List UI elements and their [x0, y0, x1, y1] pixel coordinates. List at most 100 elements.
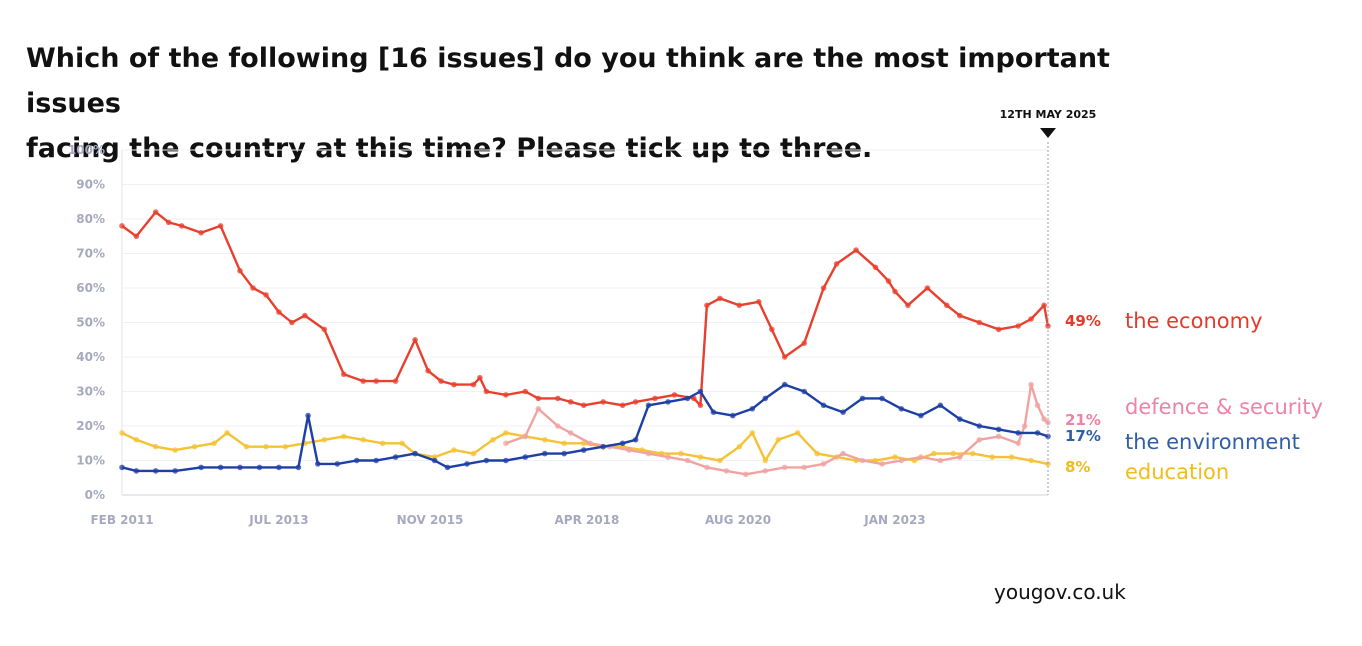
series-group — [119, 209, 1051, 478]
end-value-label: 17% — [1065, 427, 1101, 445]
data-point — [820, 461, 827, 467]
data-point — [840, 450, 846, 457]
data-point — [321, 326, 328, 333]
source-label: yougov.co.uk — [994, 580, 1126, 604]
data-point — [535, 395, 542, 402]
data-point — [464, 461, 470, 467]
x-tick-label: APR 2018 — [554, 513, 619, 527]
data-point — [645, 402, 652, 409]
data-point — [360, 437, 367, 443]
data-point — [490, 437, 496, 443]
data-point — [762, 457, 769, 464]
data-point — [243, 443, 250, 450]
data-point — [976, 319, 983, 326]
data-point — [295, 464, 302, 471]
y-tick-label: 100% — [68, 143, 105, 157]
y-tick-label: 10% — [76, 454, 105, 468]
data-point — [580, 447, 587, 453]
data-point — [1028, 457, 1034, 464]
data-point — [133, 468, 140, 474]
data-point — [736, 443, 743, 450]
data-point — [172, 468, 178, 474]
data-point — [820, 285, 827, 291]
data-point — [619, 402, 626, 409]
data-point — [1015, 440, 1021, 447]
data-point — [224, 430, 230, 436]
data-point — [1015, 430, 1021, 436]
data-point — [872, 264, 879, 271]
data-point — [438, 378, 444, 384]
data-point — [1021, 423, 1028, 429]
series-name-label: defence & security — [1125, 395, 1323, 419]
data-point — [600, 399, 606, 405]
data-point — [256, 464, 263, 471]
data-point — [957, 454, 963, 460]
data-point — [289, 319, 295, 326]
data-point — [801, 340, 807, 347]
data-point — [561, 450, 567, 457]
data-point — [237, 464, 243, 471]
date-marker: 12TH MAY 2025 — [1000, 108, 1096, 495]
data-point — [924, 285, 931, 291]
data-point — [859, 395, 866, 402]
data-point — [762, 395, 769, 402]
data-point — [305, 412, 311, 419]
series-line — [121, 210, 1050, 407]
data-point — [133, 437, 140, 443]
data-point — [918, 454, 924, 460]
y-tick-label: 80% — [76, 212, 105, 226]
data-point — [950, 450, 957, 457]
data-point — [373, 457, 380, 464]
data-point — [250, 285, 256, 291]
data-point — [833, 261, 840, 267]
data-point — [710, 409, 717, 416]
data-point — [217, 464, 224, 471]
data-point — [1045, 433, 1051, 440]
data-point — [503, 457, 509, 464]
data-point — [503, 392, 509, 398]
x-tick-label: JUL 2013 — [248, 513, 308, 527]
data-point — [1034, 402, 1041, 409]
data-point — [775, 437, 781, 443]
y-tick-label: 60% — [76, 281, 105, 295]
data-point — [879, 461, 885, 467]
data-point — [885, 278, 892, 284]
x-tick-label: NOV 2015 — [397, 513, 464, 527]
y-axis: 0% 10% 20% 30% 40% 50% 60% 70% 80% 90% 100% — [68, 143, 123, 502]
data-point — [697, 402, 704, 409]
data-point — [697, 388, 704, 395]
data-point — [794, 430, 801, 436]
data-point — [263, 443, 269, 450]
data-point — [937, 457, 944, 464]
data-point — [360, 378, 367, 384]
data-point — [944, 302, 950, 309]
data-point — [1041, 416, 1047, 422]
data-point — [723, 468, 730, 474]
data-point — [133, 233, 140, 240]
data-point — [1041, 302, 1047, 309]
data-point — [898, 457, 905, 464]
data-point — [425, 368, 431, 374]
data-point — [587, 440, 593, 447]
data-point — [399, 440, 405, 447]
data-point — [814, 450, 820, 457]
data-point — [198, 464, 204, 471]
data-point — [645, 450, 652, 457]
data-point — [172, 447, 178, 453]
data-point — [276, 464, 282, 471]
data-point — [652, 395, 658, 402]
data-point — [542, 437, 548, 443]
series-name-label: the environment — [1125, 430, 1300, 454]
data-point — [379, 440, 386, 447]
data-point — [749, 406, 756, 412]
data-point — [276, 309, 282, 315]
data-point — [211, 440, 217, 447]
end-value-label: 49% — [1065, 312, 1101, 330]
data-point — [567, 430, 574, 436]
data-point — [353, 457, 360, 464]
data-point — [684, 457, 691, 464]
data-point — [302, 312, 308, 319]
data-point — [898, 406, 905, 412]
series-line — [121, 383, 1049, 473]
